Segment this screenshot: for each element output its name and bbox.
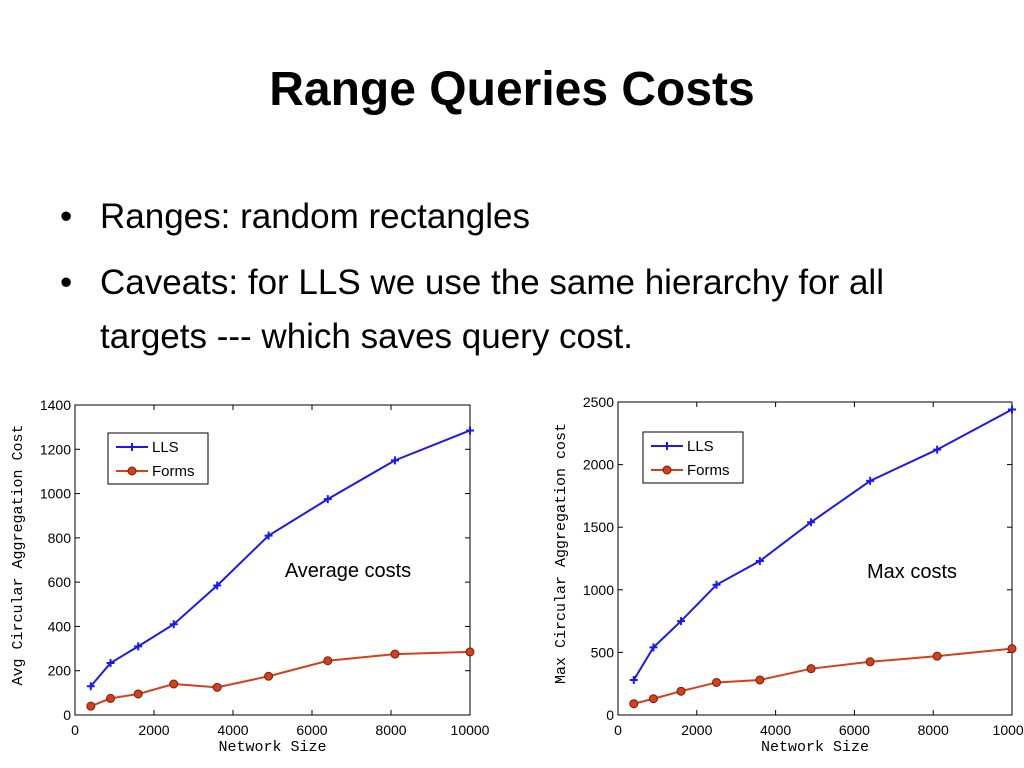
x-tick-label: 10000: [993, 722, 1024, 738]
y-tick-label: 1000: [583, 582, 614, 598]
legend-box: [107, 432, 209, 485]
point-marker: [169, 679, 179, 689]
legend-marker: [127, 466, 137, 476]
bullet: Caveats: for LLS we use the same hierarc…: [60, 256, 980, 364]
slide-title: Range Queries Costs: [269, 63, 755, 116]
x-tick-label: 8000: [918, 722, 949, 738]
point-marker: [465, 647, 475, 657]
point-marker: [133, 689, 143, 699]
point-marker: [806, 664, 816, 674]
point-marker: [106, 658, 115, 667]
y-tick-label: 200: [48, 663, 72, 679]
point-marker: [466, 426, 474, 435]
legend-marker: [663, 442, 671, 450]
annotation: Average costs: [285, 560, 411, 582]
point-marker: [712, 580, 721, 589]
point-marker: [755, 675, 765, 685]
point-marker: [264, 531, 273, 540]
x-tick-label: 6000: [839, 722, 870, 738]
legend-box: [642, 431, 744, 484]
x-tick-label: 2000: [681, 722, 712, 738]
y-tick-label: 400: [48, 618, 72, 634]
y-tick-label: 2500: [583, 394, 614, 410]
point-marker: [755, 557, 764, 566]
point-marker: [390, 456, 399, 465]
y-tick-label: 500: [591, 644, 615, 660]
point-marker: [134, 642, 143, 651]
point-marker: [807, 518, 816, 527]
x-tick-label: 4000: [760, 722, 791, 738]
legend-label: Forms: [687, 462, 730, 479]
point-marker: [649, 643, 658, 652]
y-tick-label: 1200: [40, 441, 71, 457]
y-tick-label: 1400: [40, 397, 71, 413]
point-marker: [712, 677, 721, 687]
x-tick-label: 0: [71, 722, 79, 738]
bullet-list: Ranges: random rectangles Caveats: for L…: [60, 190, 980, 376]
x-axis-label: Network Size: [218, 739, 326, 756]
x-tick-label: 10000: [451, 722, 490, 738]
annotation: Max costs: [867, 561, 957, 583]
point-marker: [86, 682, 95, 691]
legend-label: LLS: [687, 438, 714, 455]
point-marker: [865, 657, 875, 667]
x-tick-label: 8000: [375, 722, 406, 738]
y-axis-label: Max Circular Aggregation cost: [553, 423, 570, 684]
point-marker: [1007, 644, 1017, 654]
point-marker: [629, 699, 639, 709]
point-marker: [86, 701, 96, 711]
x-tick-label: 2000: [138, 722, 169, 738]
point-marker: [169, 620, 178, 629]
point-marker: [106, 693, 116, 703]
x-tick-label: 4000: [217, 722, 248, 738]
point-marker: [323, 495, 332, 504]
y-axis-label: Avg Circular Aggregation Cost: [10, 424, 27, 685]
legend-marker: [128, 443, 136, 451]
x-tick-label: 6000: [296, 722, 327, 738]
point-marker: [677, 617, 686, 626]
point-marker: [629, 675, 638, 684]
y-tick-label: 800: [48, 530, 72, 546]
x-tick-label: 0: [614, 722, 622, 738]
y-tick-label: 2000: [583, 457, 614, 473]
point-marker: [676, 686, 686, 696]
point-marker: [213, 581, 222, 590]
y-tick-label: 1500: [583, 519, 614, 535]
legend-marker: [662, 465, 672, 475]
point-marker: [932, 651, 942, 661]
point-marker: [648, 694, 658, 704]
point-marker: [323, 656, 333, 666]
bullet: Ranges: random rectangles: [60, 190, 980, 244]
point-marker: [933, 445, 942, 454]
point-marker: [390, 649, 400, 659]
y-tick-label: 0: [606, 707, 614, 723]
x-axis-label: Network Size: [761, 739, 869, 756]
y-tick-label: 0: [63, 707, 71, 723]
y-tick-label: 1000: [40, 486, 71, 502]
legend-label: Forms: [152, 463, 195, 480]
point-marker: [1008, 405, 1016, 414]
y-tick-label: 600: [48, 574, 72, 590]
point-marker: [866, 476, 875, 485]
point-marker: [212, 682, 222, 692]
legend-label: LLS: [152, 439, 179, 456]
point-marker: [264, 671, 274, 681]
